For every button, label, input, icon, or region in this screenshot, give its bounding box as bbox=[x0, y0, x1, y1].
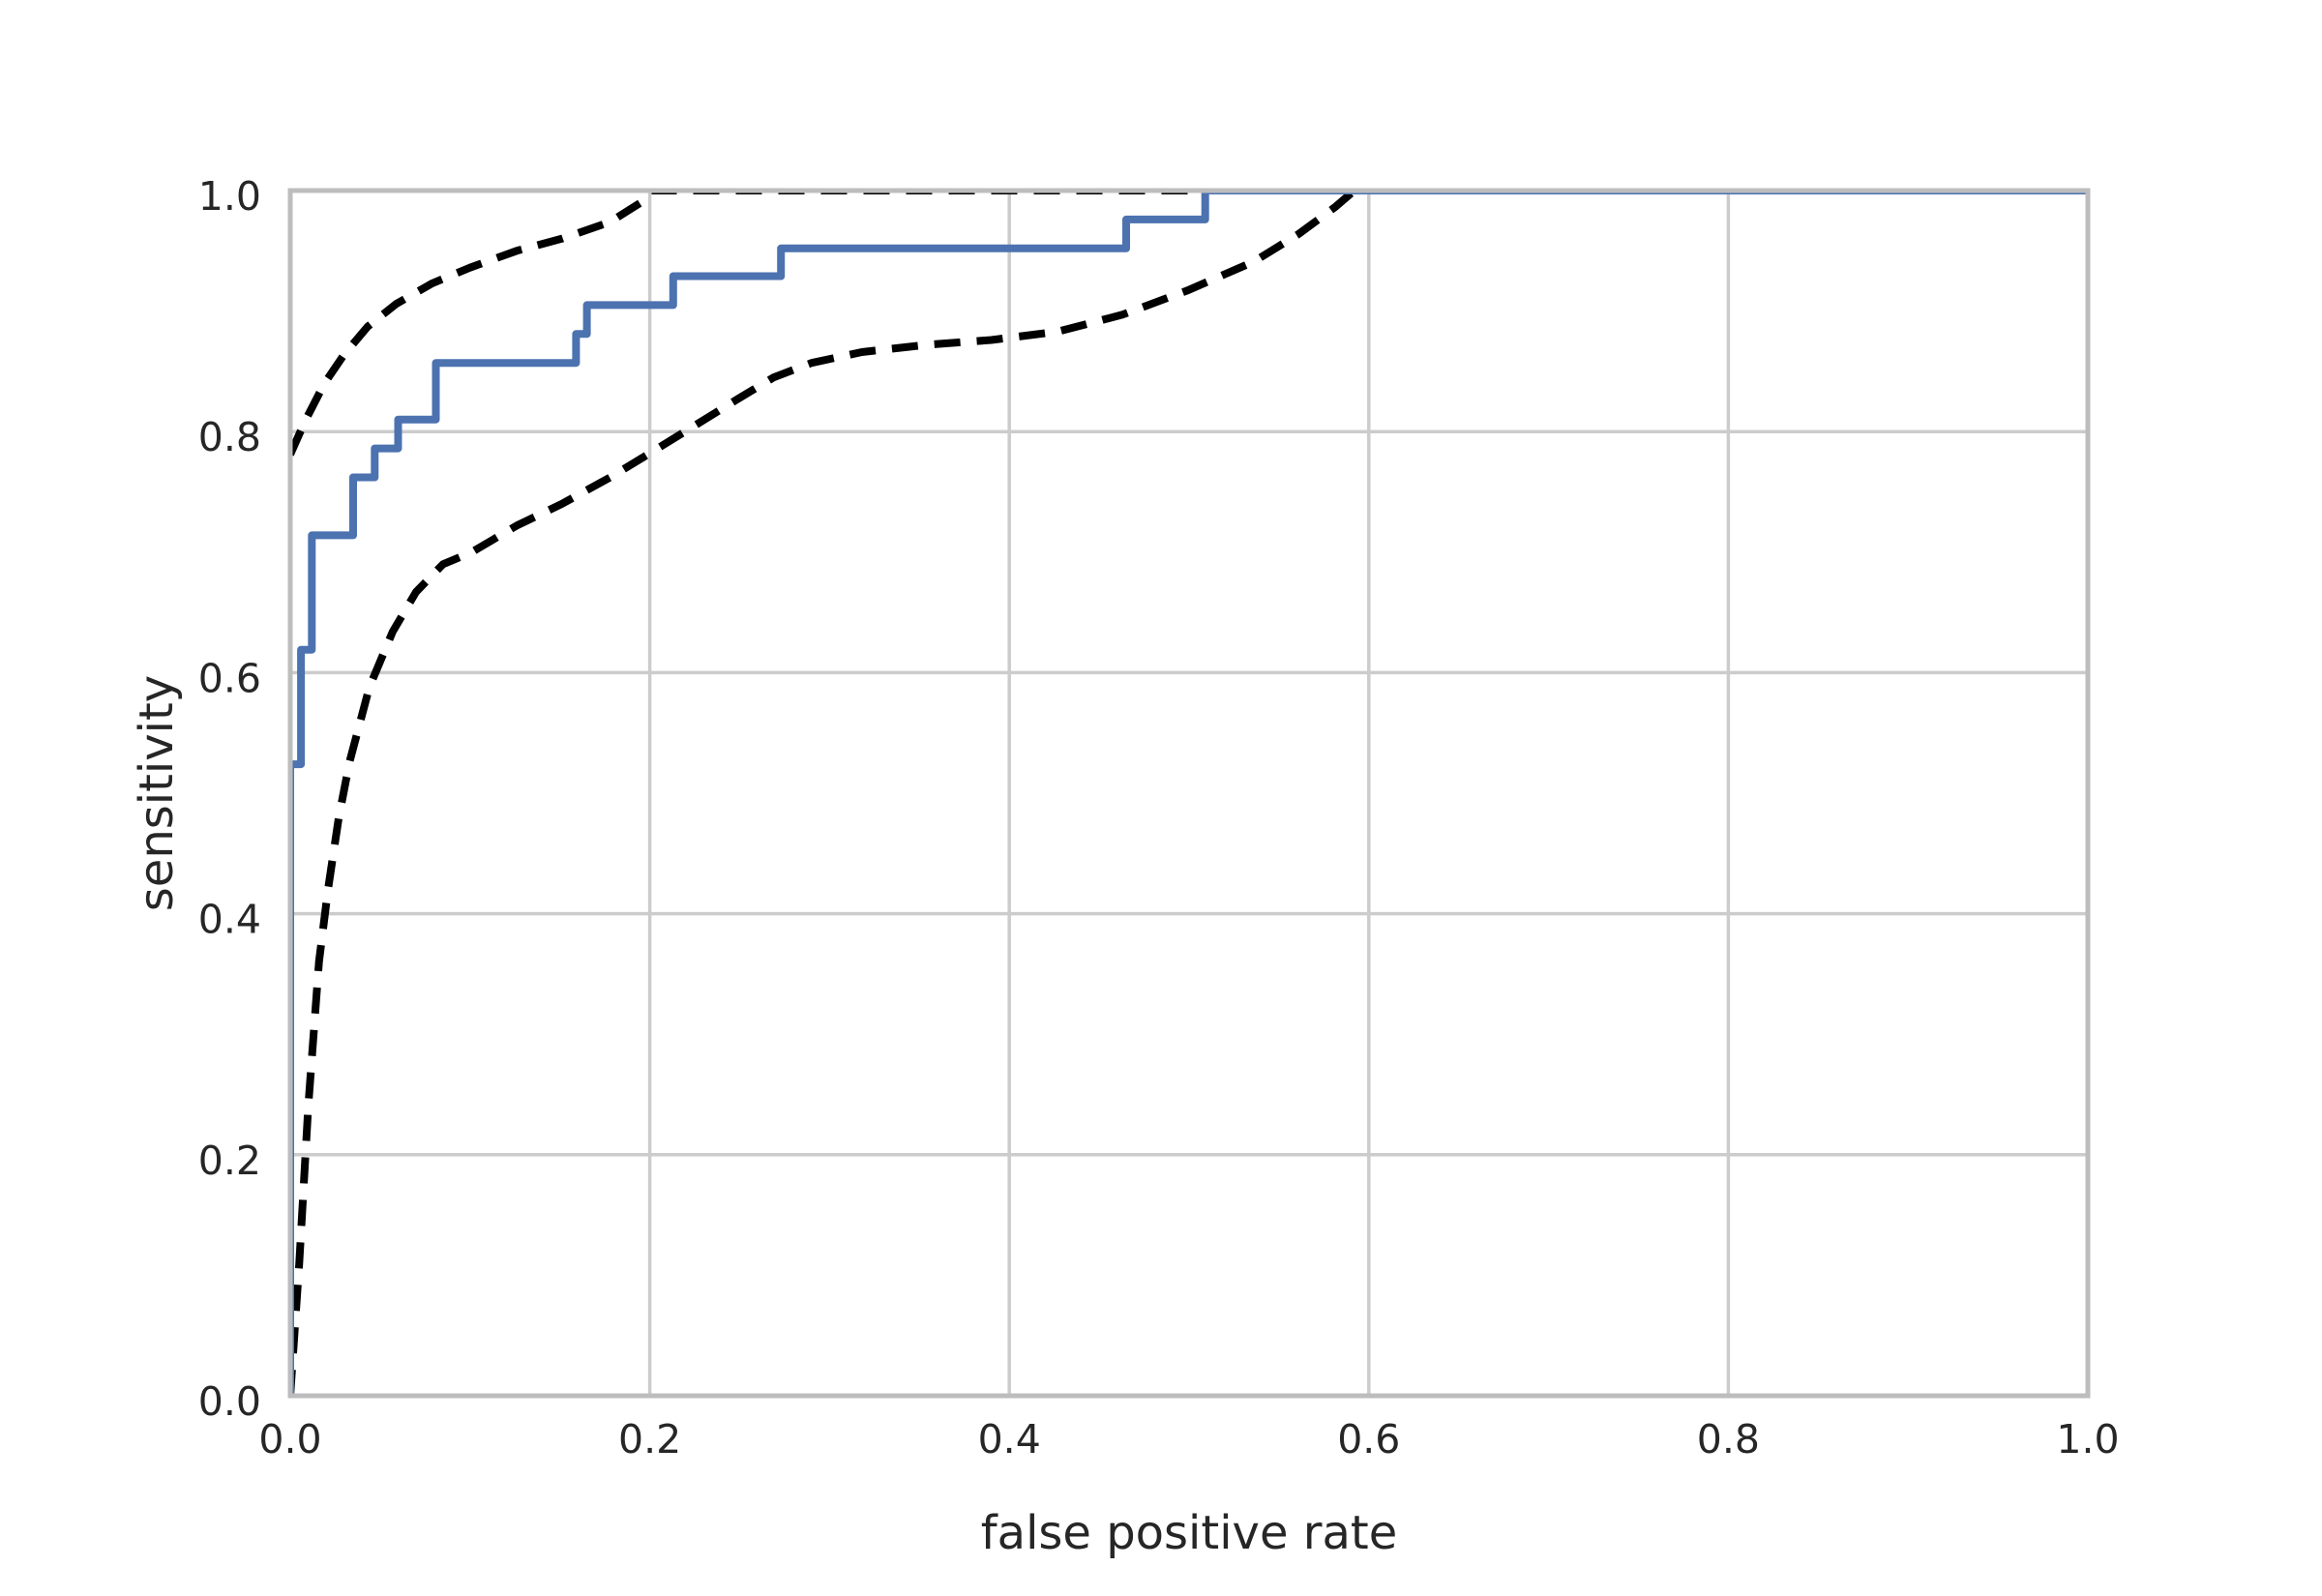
y-tick-label: 0.2 bbox=[198, 1138, 261, 1184]
plot-border bbox=[287, 188, 2091, 1399]
x-tick-label: 1.0 bbox=[2056, 1416, 2119, 1463]
y-tick-label: 0.6 bbox=[198, 655, 261, 701]
series-layer bbox=[290, 191, 2088, 1396]
y-tick-label: 0.0 bbox=[198, 1378, 261, 1425]
series-ci-lower bbox=[290, 191, 1357, 1396]
x-tick-label: 0.2 bbox=[618, 1416, 681, 1463]
y-tick-label: 0.4 bbox=[198, 897, 261, 943]
grid-lines bbox=[290, 191, 2088, 1396]
y-tick-label: 0.8 bbox=[198, 414, 261, 460]
x-axis-label: false positive rate bbox=[981, 1506, 1397, 1560]
series-ci-upper bbox=[290, 191, 2088, 457]
x-tick-label: 0.0 bbox=[258, 1416, 321, 1463]
y-tick-label: 1.0 bbox=[198, 173, 261, 220]
series-roc bbox=[290, 191, 2088, 1396]
y-axis-label: sensitivity bbox=[130, 675, 184, 911]
x-tick-label: 0.4 bbox=[978, 1416, 1041, 1463]
x-tick-labels: 0.0 0.2 0.4 0.6 0.8 1.0 bbox=[258, 1416, 2119, 1463]
y-tick-labels: 0.0 0.2 0.4 0.6 0.8 1.0 bbox=[198, 173, 261, 1425]
x-tick-label: 0.8 bbox=[1697, 1416, 1760, 1463]
x-tick-label: 0.6 bbox=[1337, 1416, 1400, 1463]
